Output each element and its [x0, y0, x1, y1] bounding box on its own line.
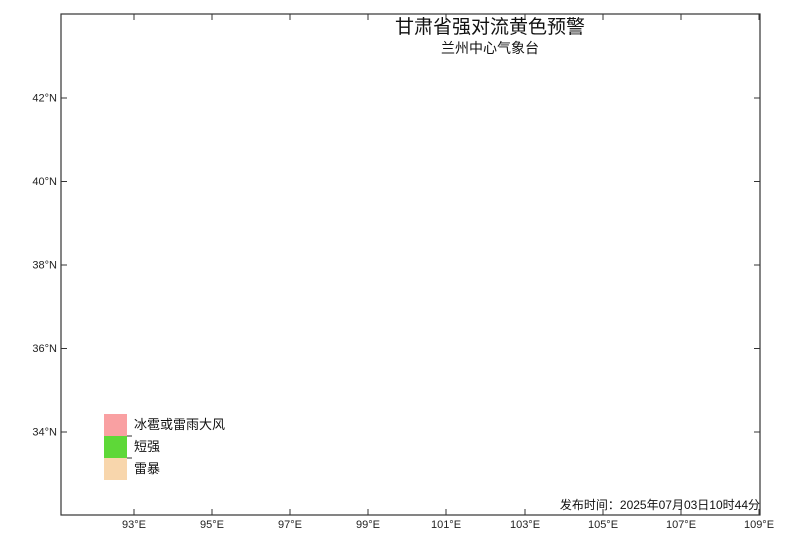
svg-text:冰雹或雷雨大风: 冰雹或雷雨大风	[134, 417, 225, 432]
svg-text:103°E: 103°E	[510, 519, 540, 531]
svg-text:95°E: 95°E	[200, 519, 224, 531]
svg-text:36°N: 36°N	[32, 343, 57, 355]
svg-text:短强: 短强	[134, 439, 160, 454]
svg-text:99°E: 99°E	[356, 519, 380, 531]
svg-text:34°N: 34°N	[32, 427, 57, 439]
svg-text:42°N: 42°N	[32, 93, 57, 105]
svg-text:97°E: 97°E	[278, 519, 302, 531]
svg-text:109°E: 109°E	[744, 519, 774, 531]
svg-text:兰州中心气象台: 兰州中心气象台	[441, 40, 539, 56]
svg-text:105°E: 105°E	[588, 519, 618, 531]
svg-text:甘肃省强对流黄色预警: 甘肃省强对流黄色预警	[395, 16, 585, 38]
svg-text:101°E: 101°E	[431, 519, 461, 531]
svg-text:雷暴: 雷暴	[134, 461, 160, 476]
svg-text:107°E: 107°E	[666, 519, 696, 531]
svg-text:38°N: 38°N	[32, 260, 57, 272]
svg-text:发布时间：2025年07月03日10时44分: 发布时间：2025年07月03日10时44分	[560, 497, 760, 512]
svg-text:40°N: 40°N	[32, 176, 57, 188]
svg-text:93°E: 93°E	[122, 519, 146, 531]
